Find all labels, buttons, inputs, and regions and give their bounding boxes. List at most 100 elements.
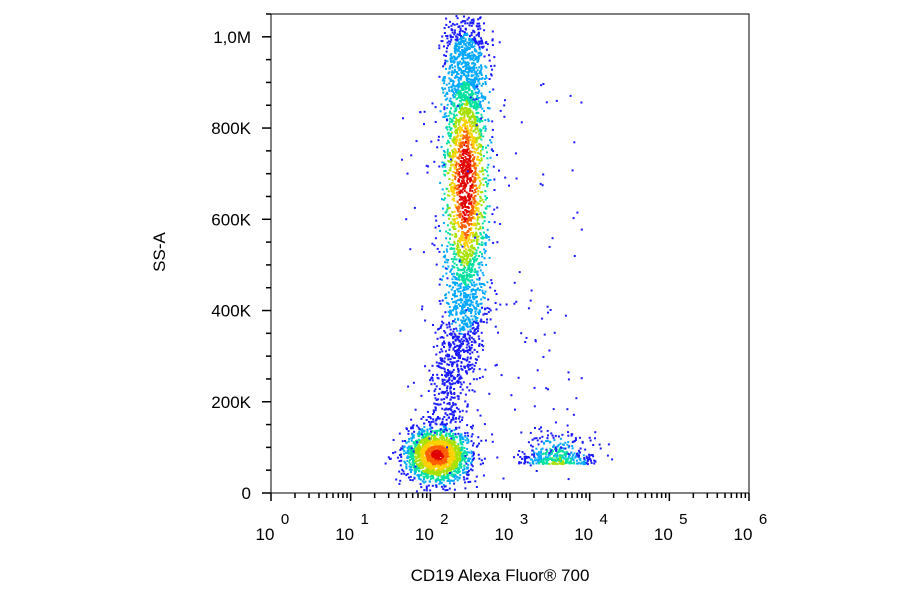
event-dot (462, 163, 464, 166)
event-dot (455, 89, 458, 92)
event-dot (491, 44, 494, 46)
event-dot (466, 424, 469, 427)
event-dot (443, 342, 446, 345)
event-dot (463, 306, 466, 308)
event-dot (467, 253, 470, 256)
event-dot (474, 222, 477, 225)
event-dot (417, 464, 420, 467)
event-dot (468, 460, 471, 463)
event-dot (470, 212, 473, 215)
event-dot (405, 441, 408, 444)
event-dot (467, 87, 470, 90)
event-dot (470, 129, 473, 132)
event-dot (465, 44, 468, 47)
event-dot (472, 180, 474, 183)
event-dot (476, 94, 479, 97)
event-dot (414, 449, 417, 452)
event-dot (473, 164, 475, 167)
event-dot (451, 355, 454, 358)
event-dot (470, 240, 473, 243)
event-dot (476, 358, 478, 361)
event-dot (449, 144, 452, 147)
event-dot (459, 91, 462, 94)
event-dot (457, 338, 460, 341)
event-dot (471, 301, 474, 304)
event-dot (426, 471, 429, 474)
event-dot (446, 261, 449, 264)
event-dot (468, 135, 471, 138)
event-dot (459, 60, 462, 63)
event-dot (449, 20, 451, 23)
event-dot (464, 159, 467, 162)
event-dot (460, 98, 463, 100)
event-dot (449, 169, 452, 172)
event-dot (454, 149, 457, 152)
event-dot (434, 450, 437, 453)
event-dot (472, 186, 474, 189)
event-dot (477, 190, 480, 193)
event-dot (495, 293, 498, 295)
event-dot (466, 176, 469, 179)
event-dot (464, 283, 467, 286)
event-dot (464, 286, 467, 289)
event-dot (461, 124, 464, 127)
event-dot (460, 446, 463, 449)
event-dot (448, 442, 451, 445)
event-dot (434, 406, 437, 409)
event-dot (464, 173, 467, 175)
event-dot (464, 301, 467, 304)
event-dot (457, 230, 460, 233)
event-dot (468, 133, 471, 136)
event-dot (475, 74, 478, 77)
event-dot (465, 103, 468, 106)
event-dot (466, 467, 469, 470)
event-dot (418, 474, 421, 477)
event-dot (435, 263, 438, 266)
event-dot (459, 357, 461, 359)
event-dot (452, 223, 455, 225)
event-dot (463, 84, 466, 87)
event-dot (473, 217, 476, 220)
event-dot (459, 41, 462, 43)
event-dot (466, 22, 469, 25)
event-dot (464, 333, 466, 336)
event-dot (434, 430, 437, 432)
event-dot (473, 457, 475, 460)
event-dot (470, 239, 473, 242)
event-dot (460, 256, 463, 258)
event-dot (470, 463, 473, 466)
event-dot (459, 239, 462, 242)
event-dot (456, 266, 459, 269)
event-dot (466, 128, 469, 131)
event-dot (410, 439, 413, 442)
event-dot (480, 133, 483, 136)
event-dot (441, 374, 443, 376)
event-dot (452, 171, 455, 173)
event-dot (481, 264, 484, 266)
event-dot (444, 477, 447, 480)
event-dot (426, 437, 429, 439)
event-dot (413, 452, 416, 455)
event-dot (462, 286, 465, 289)
event-dot (473, 210, 476, 213)
event-dot (468, 238, 471, 241)
event-dot (455, 161, 458, 164)
event-dot (467, 219, 469, 222)
event-dot (447, 131, 450, 134)
event-dot (478, 82, 481, 85)
event-dot (427, 465, 430, 468)
event-dot (451, 63, 453, 66)
event-dot (496, 206, 499, 209)
event-dot (439, 403, 442, 406)
event-dot (463, 366, 466, 369)
event-dot (484, 190, 487, 193)
event-dot (418, 447, 421, 450)
event-dot (444, 470, 447, 472)
event-dot (437, 328, 439, 331)
event-dot (479, 232, 482, 235)
event-dot (447, 291, 450, 294)
event-dot (443, 151, 446, 154)
event-dot (399, 479, 402, 482)
event-dot (481, 375, 484, 378)
event-dot (450, 269, 452, 272)
